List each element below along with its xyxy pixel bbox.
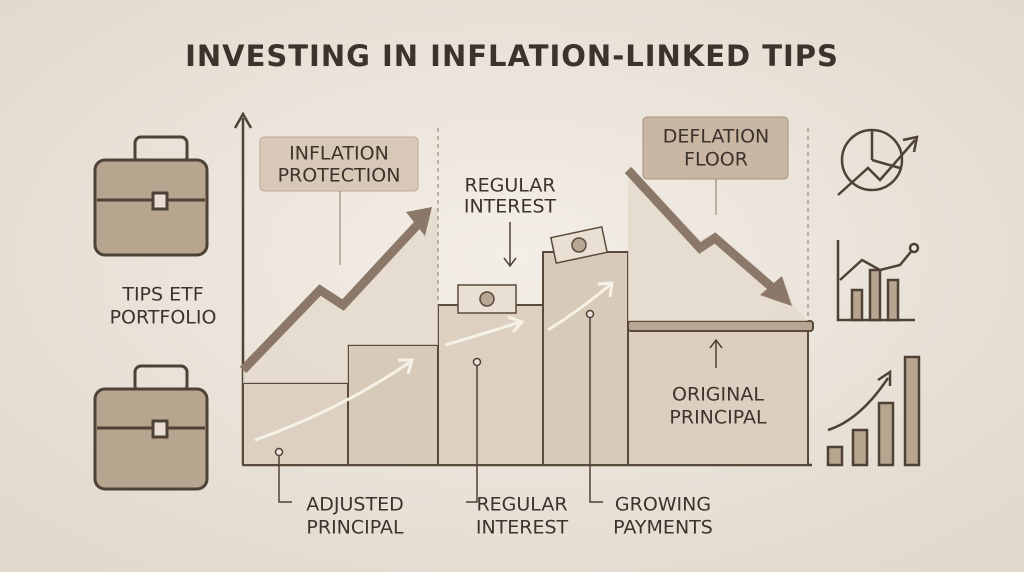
growth-arrows — [254, 281, 614, 442]
label: FLOOR — [684, 149, 748, 171]
label: INFLATION — [289, 143, 389, 165]
briefcase-icon — [93, 135, 209, 257]
label: DEFLATION — [663, 126, 770, 148]
deflation-area — [624, 128, 809, 321]
connector — [503, 222, 517, 268]
label: PROTECTION — [278, 165, 401, 187]
title: INVESTING IN INFLATION-LINKED TIPS — [185, 39, 839, 73]
connector — [274, 309, 603, 503]
label: PAYMENTS — [613, 517, 713, 539]
label: INTEREST — [476, 517, 569, 539]
label-box — [259, 136, 419, 192]
growth-icon — [826, 355, 921, 467]
label: PRINCIPAL — [669, 407, 767, 429]
label: REGULAR — [476, 494, 567, 516]
label: REGULAR — [464, 175, 555, 197]
money-bills — [457, 225, 609, 314]
label: GROWING — [615, 494, 711, 516]
label: PORTFOLIO — [110, 307, 217, 329]
bar-icon — [836, 240, 920, 322]
label: TIPS ETF — [121, 284, 203, 306]
label: ADJUSTED — [306, 494, 403, 516]
briefcase-icon — [93, 364, 209, 491]
inflation-area — [239, 128, 439, 383]
label: PRINCIPAL — [306, 517, 404, 539]
connector — [709, 338, 723, 368]
label: ORIGINAL — [672, 384, 764, 406]
pie-icon — [837, 128, 919, 196]
label: INTEREST — [464, 196, 557, 218]
